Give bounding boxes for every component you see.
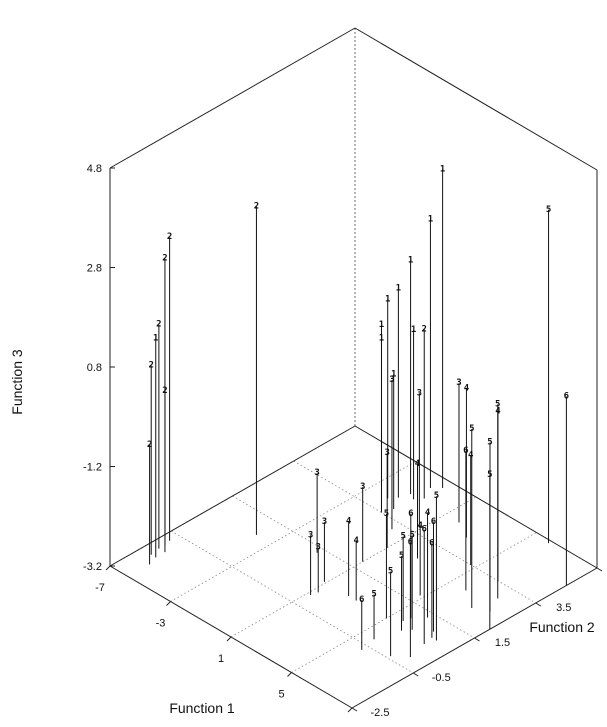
y-tick-mark — [351, 707, 358, 712]
point-label: 5 — [388, 567, 393, 577]
point-label: 1 — [396, 284, 401, 294]
floor-grid-line — [232, 495, 475, 639]
point-label: 4 — [346, 516, 352, 526]
x-tick-mark — [287, 672, 292, 677]
y-tick-label: -2.5 — [371, 707, 390, 719]
point-label: 5 — [487, 470, 492, 480]
point-label: 4 — [417, 521, 423, 531]
box-edge — [354, 27, 598, 171]
point-label: 1 — [411, 325, 416, 335]
x-tick-label: 5 — [278, 689, 284, 701]
y-tick-label: 1.5 — [495, 637, 510, 649]
floor-grid-line — [291, 532, 537, 673]
point-label: 5 — [487, 437, 492, 447]
y-axis-title: Function 2 — [529, 619, 595, 635]
floor-grid-line — [171, 530, 414, 674]
box-edge — [354, 425, 598, 569]
x-tick-label: -3 — [156, 618, 166, 630]
z-tick-label: 2.8 — [87, 263, 102, 275]
point-label: 5 — [434, 491, 439, 501]
x-tick-mark — [347, 707, 353, 713]
point-label: 6 — [408, 538, 413, 548]
y-tick-mark — [596, 567, 603, 572]
z-tick-label: 0.8 — [87, 362, 102, 374]
point-label: 2 — [254, 202, 259, 212]
point-label: 4 — [415, 459, 421, 469]
point-label: 5 — [469, 424, 474, 434]
floor-grid-line — [170, 461, 416, 602]
point-label: 2 — [149, 361, 154, 371]
bounding-box — [109, 27, 598, 709]
point-label: 2 — [167, 232, 172, 242]
y-tick-label: 3.5 — [556, 602, 571, 614]
y-tick-mark — [474, 637, 480, 642]
point-label: 5 — [495, 399, 500, 409]
point-label: 2 — [422, 324, 427, 334]
point-label: 1 — [385, 294, 390, 304]
point-label: 6 — [463, 446, 468, 456]
x-tick-mark — [226, 636, 232, 642]
point-label: 3 — [389, 375, 394, 385]
point-label: 3 — [456, 378, 461, 388]
point-label: 5 — [400, 531, 405, 541]
point-label: 1 — [153, 333, 158, 343]
x-axis-title: Function 1 — [169, 700, 235, 716]
point-label: 6 — [408, 509, 413, 519]
x-tick-mark — [166, 601, 171, 606]
point-label: 3 — [417, 388, 422, 398]
floor-grid-line — [293, 460, 536, 604]
point-label: 6 — [359, 595, 364, 605]
point-label: 6 — [431, 517, 436, 527]
x-tick-mark — [105, 565, 111, 571]
point-label: 2 — [162, 254, 167, 264]
point-label: 1 — [408, 255, 413, 265]
z-axis-title: Function 3 — [9, 349, 25, 415]
point-label: 2 — [147, 440, 152, 450]
z-tick-label: -1.2 — [83, 462, 102, 474]
point-label: 3 — [308, 530, 313, 540]
point-label: 1 — [428, 214, 433, 224]
point-label: 6 — [429, 538, 434, 548]
point-label: 4 — [468, 450, 474, 460]
point-label: 3 — [384, 448, 389, 458]
grid-layer — [109, 28, 598, 709]
point-label: 3 — [316, 543, 321, 553]
point-label: 6 — [564, 391, 569, 401]
point-label: 5 — [399, 551, 404, 561]
point-label: 2 — [156, 320, 161, 330]
point-label: 1 — [379, 320, 384, 330]
needle-layer: 1152111314111363444356355342543644655356… — [147, 165, 569, 658]
point-label: 3 — [322, 517, 327, 527]
point-label: 4 — [425, 508, 431, 518]
point-label: 4 — [353, 536, 359, 546]
box-edge — [109, 27, 356, 169]
point-label: 4 — [464, 383, 470, 393]
y-tick-mark — [535, 602, 542, 607]
tick-label-layer: 4.82.80.8-1.2-3.2-7-3159-2.5-0.51.53.55.… — [83, 163, 603, 727]
point-label: 1 — [379, 333, 384, 343]
point-label: 5 — [384, 509, 389, 519]
point-label: 1 — [391, 370, 396, 380]
point-label: 3 — [314, 468, 319, 478]
point-label: 5 — [546, 205, 551, 215]
x-tick-label: 1 — [218, 653, 224, 665]
point-label: 1 — [440, 165, 445, 175]
point-label: 5 — [371, 590, 376, 600]
y-tick-label: -0.5 — [432, 672, 451, 684]
x-tick-label: -7 — [95, 582, 105, 594]
y-tick-mark — [412, 672, 419, 677]
z-tick-label: -3.2 — [83, 561, 102, 573]
point-label: 5 — [409, 530, 414, 540]
z-tick-label: 4.8 — [87, 163, 102, 175]
point-label: 6 — [422, 525, 427, 535]
point-label: 3 — [360, 482, 365, 492]
